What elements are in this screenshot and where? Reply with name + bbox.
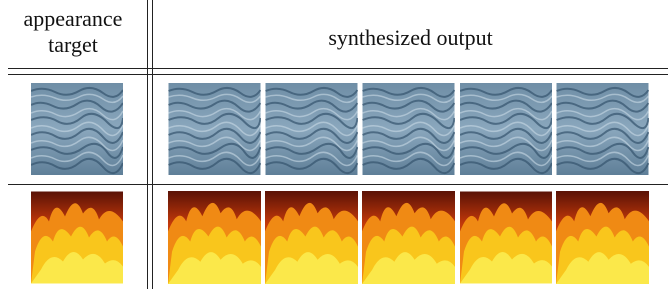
output-image	[169, 83, 261, 175]
output-image	[460, 83, 552, 175]
target-image	[31, 83, 123, 175]
output-image	[168, 191, 261, 284]
output-image	[266, 83, 358, 175]
output-image	[363, 83, 455, 175]
output-image	[556, 191, 649, 284]
header-line: appearance	[0, 6, 146, 32]
header-line: target	[0, 32, 146, 58]
column-header: synthesized output	[153, 25, 668, 51]
output-image	[557, 83, 649, 175]
figure: appearance target synthesized output	[0, 0, 668, 289]
output-image	[265, 191, 358, 284]
target-image	[31, 192, 123, 284]
output-image	[362, 191, 455, 284]
column-header: appearance target	[0, 6, 146, 58]
output-image	[460, 192, 552, 284]
